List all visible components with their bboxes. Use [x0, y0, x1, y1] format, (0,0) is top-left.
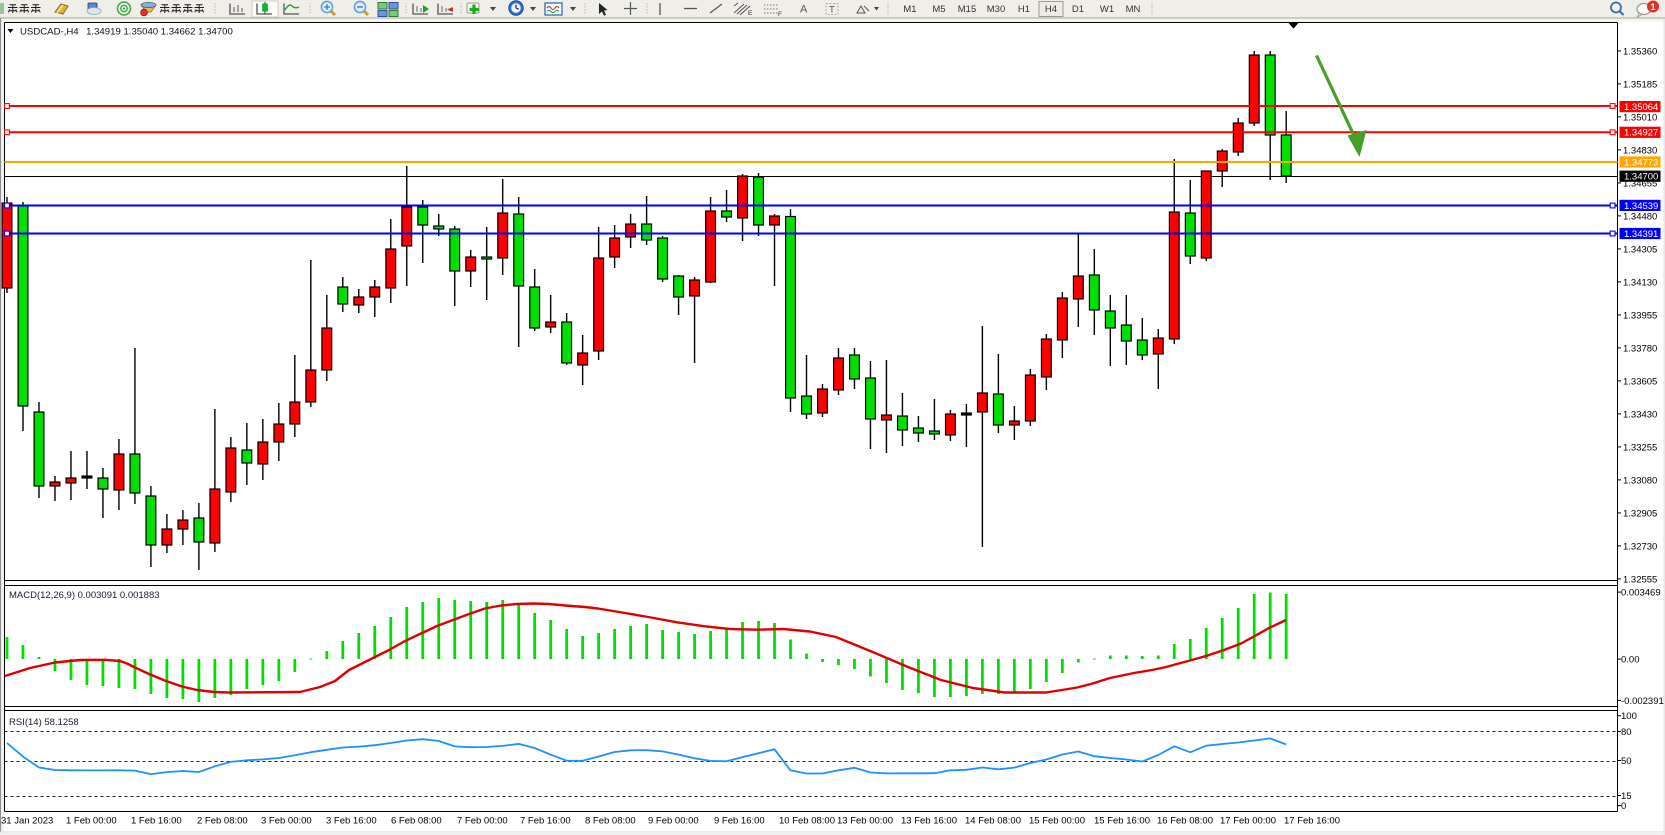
svg-text:F: F: [778, 11, 782, 18]
svg-text:1.35360: 1.35360: [1623, 46, 1657, 57]
svg-text:7 Feb 16:00: 7 Feb 16:00: [520, 816, 571, 827]
svg-text:1.35064: 1.35064: [1624, 102, 1658, 113]
svg-text:W1: W1: [1100, 4, 1114, 15]
svg-text:8 Feb 08:00: 8 Feb 08:00: [585, 816, 636, 827]
svg-text:USDCAD-,H4 1.34919 1.35040 1.: USDCAD-,H4 1.34919 1.35040 1.34662 1.347…: [20, 27, 233, 38]
svg-text:17 Feb 00:00: 17 Feb 00:00: [1220, 816, 1276, 827]
svg-text:1.32730: 1.32730: [1623, 541, 1657, 552]
svg-text:15 Feb 00:00: 15 Feb 00:00: [1029, 816, 1085, 827]
svg-text:17 Feb 16:00: 17 Feb 16:00: [1284, 816, 1340, 827]
svg-text:A: A: [800, 4, 808, 16]
svg-text:0.003469: 0.003469: [1621, 588, 1661, 599]
svg-text:3 Feb 00:00: 3 Feb 00:00: [261, 816, 312, 827]
svg-text:1.32555: 1.32555: [1623, 574, 1657, 585]
svg-text:1.33255: 1.33255: [1623, 442, 1657, 453]
svg-text:1.34130: 1.34130: [1623, 277, 1657, 288]
svg-text:M5: M5: [932, 4, 945, 15]
svg-text:0.00: 0.00: [1621, 655, 1640, 666]
svg-text:1.34773: 1.34773: [1624, 157, 1658, 168]
svg-text:1 Feb 16:00: 1 Feb 16:00: [131, 816, 182, 827]
svg-text:10 Feb 08:00: 10 Feb 08:00: [779, 816, 835, 827]
svg-text:3 Feb 16:00: 3 Feb 16:00: [326, 816, 377, 827]
svg-text:15: 15: [1621, 791, 1632, 802]
svg-text:9 Feb 16:00: 9 Feb 16:00: [714, 816, 765, 827]
svg-text:13 Feb 16:00: 13 Feb 16:00: [901, 816, 957, 827]
svg-text:2 Feb 08:00: 2 Feb 08:00: [197, 816, 248, 827]
svg-text:1.35185: 1.35185: [1623, 79, 1657, 90]
svg-text:1.34655: 1.34655: [1623, 178, 1657, 189]
svg-text:M30: M30: [987, 4, 1005, 15]
svg-text:1.35010: 1.35010: [1623, 112, 1657, 123]
svg-text:T: T: [829, 5, 835, 16]
svg-text:16 Feb 08:00: 16 Feb 08:00: [1157, 816, 1213, 827]
svg-text:1.34480: 1.34480: [1623, 211, 1657, 222]
svg-text:15 Feb 16:00: 15 Feb 16:00: [1094, 816, 1150, 827]
svg-text:1.33430: 1.33430: [1623, 409, 1657, 420]
svg-text:1.34830: 1.34830: [1623, 145, 1657, 156]
svg-text:MN: MN: [1126, 4, 1141, 15]
svg-text:MACD(12,26,9) 0.003091 0.00188: MACD(12,26,9) 0.003091 0.001883: [9, 590, 160, 601]
svg-text:H1: H1: [1018, 4, 1030, 15]
svg-text:RSI(14) 58.1258: RSI(14) 58.1258: [9, 717, 79, 728]
svg-text:1 Feb 00:00: 1 Feb 00:00: [66, 816, 117, 827]
svg-text:1.33605: 1.33605: [1623, 376, 1657, 387]
svg-text:1.34700: 1.34700: [1624, 172, 1658, 183]
svg-text:-0.002391: -0.002391: [1621, 696, 1664, 707]
svg-text:6 Feb 08:00: 6 Feb 08:00: [391, 816, 442, 827]
svg-text:1.32905: 1.32905: [1623, 508, 1657, 519]
svg-text:80: 80: [1621, 727, 1632, 738]
svg-text:H4: H4: [1045, 4, 1057, 15]
svg-text:E: E: [748, 10, 753, 17]
svg-text:1: 1: [1650, 2, 1655, 12]
svg-text:9 Feb 00:00: 9 Feb 00:00: [648, 816, 699, 827]
svg-text:1.34927: 1.34927: [1624, 128, 1658, 139]
svg-text:1.33955: 1.33955: [1623, 310, 1657, 321]
svg-text:1.33080: 1.33080: [1623, 475, 1657, 486]
svg-text:100: 100: [1621, 711, 1637, 722]
svg-text:1.34539: 1.34539: [1624, 201, 1658, 212]
svg-text:1.33780: 1.33780: [1623, 343, 1657, 354]
svg-text:0: 0: [1621, 801, 1626, 812]
svg-text:7 Feb 00:00: 7 Feb 00:00: [457, 816, 508, 827]
svg-text:M15: M15: [958, 4, 976, 15]
svg-text:1.34391: 1.34391: [1624, 229, 1658, 240]
svg-text:D1: D1: [1072, 4, 1084, 15]
svg-text:M1: M1: [903, 4, 916, 15]
svg-text:31 Jan 2023: 31 Jan 2023: [1, 816, 53, 827]
svg-text:13 Feb 00:00: 13 Feb 00:00: [837, 816, 893, 827]
svg-text:50: 50: [1621, 756, 1632, 767]
svg-text:1.34305: 1.34305: [1623, 244, 1657, 255]
svg-text:14 Feb 08:00: 14 Feb 08:00: [965, 816, 1021, 827]
